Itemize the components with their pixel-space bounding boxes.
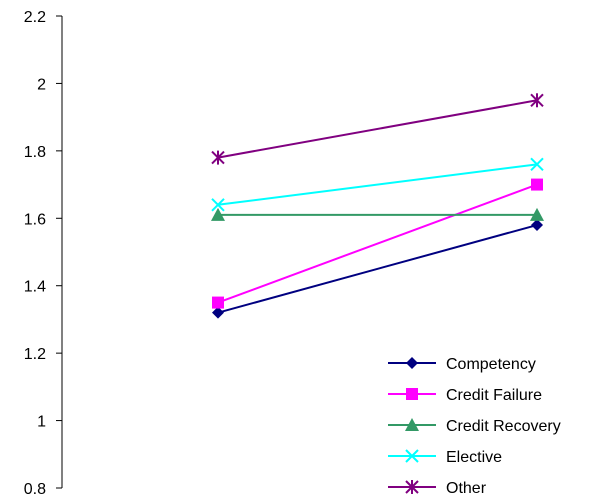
data-point-diamond bbox=[212, 306, 224, 319]
data-point-square bbox=[212, 296, 224, 309]
series-credit-recovery bbox=[211, 207, 544, 221]
legend-marker-x-stroke bbox=[405, 449, 419, 463]
legend-label: Other bbox=[446, 480, 487, 497]
legend-marker-diamond bbox=[406, 357, 418, 369]
legend-item: Elective bbox=[388, 449, 502, 466]
legend-item: Credit Failure bbox=[388, 387, 542, 404]
data-point-x bbox=[530, 157, 544, 172]
data-point-diamond bbox=[531, 219, 543, 232]
series-line bbox=[217, 99, 538, 159]
legend-label: Elective bbox=[446, 449, 502, 466]
y-tick-label: 2 bbox=[37, 76, 46, 93]
legend-marker-square bbox=[406, 388, 418, 400]
y-tick-label: 1.4 bbox=[24, 279, 46, 296]
y-tick-label: 0.8 bbox=[24, 481, 46, 498]
legend-item: Credit Recovery bbox=[388, 418, 561, 435]
series-other bbox=[211, 93, 544, 165]
data-point-star bbox=[530, 93, 544, 108]
data-point-star bbox=[211, 150, 225, 165]
legend-marker-x bbox=[405, 449, 419, 463]
legend-label: Credit Failure bbox=[446, 387, 542, 404]
series-line bbox=[217, 183, 538, 304]
y-axis: 0.8 1 1.2 1.4 1.6 1.8 2 2.2 bbox=[24, 9, 63, 498]
legend-item: Competency bbox=[388, 356, 536, 373]
data-point-triangle bbox=[211, 207, 225, 221]
series-layer bbox=[211, 93, 544, 319]
y-tick-label: 2.2 bbox=[24, 9, 46, 26]
y-tick-label: 1.6 bbox=[24, 211, 46, 228]
series-elective bbox=[211, 157, 544, 212]
data-point-square bbox=[531, 178, 543, 191]
y-tick-label: 1 bbox=[37, 414, 46, 431]
series-line bbox=[217, 163, 538, 206]
legend-marker-triangle bbox=[405, 418, 419, 431]
legend-marker-star bbox=[405, 480, 419, 494]
series-line bbox=[217, 224, 538, 314]
legend: Competency Credit Failure Credit Recovery E… bbox=[388, 356, 561, 497]
data-point-x bbox=[211, 198, 225, 212]
y-tick-label: 1.8 bbox=[24, 144, 46, 161]
legend-label: Competency bbox=[446, 356, 536, 373]
series-credit-failure bbox=[212, 178, 543, 309]
data-point-x-stroke bbox=[530, 157, 544, 172]
data-point-x-stroke bbox=[211, 198, 225, 212]
legend-item: Other bbox=[388, 480, 487, 497]
y-tick-label: 1.2 bbox=[24, 346, 46, 363]
series-competency bbox=[212, 219, 543, 319]
data-point-triangle bbox=[530, 207, 544, 221]
legend-label: Credit Recovery bbox=[446, 418, 561, 435]
